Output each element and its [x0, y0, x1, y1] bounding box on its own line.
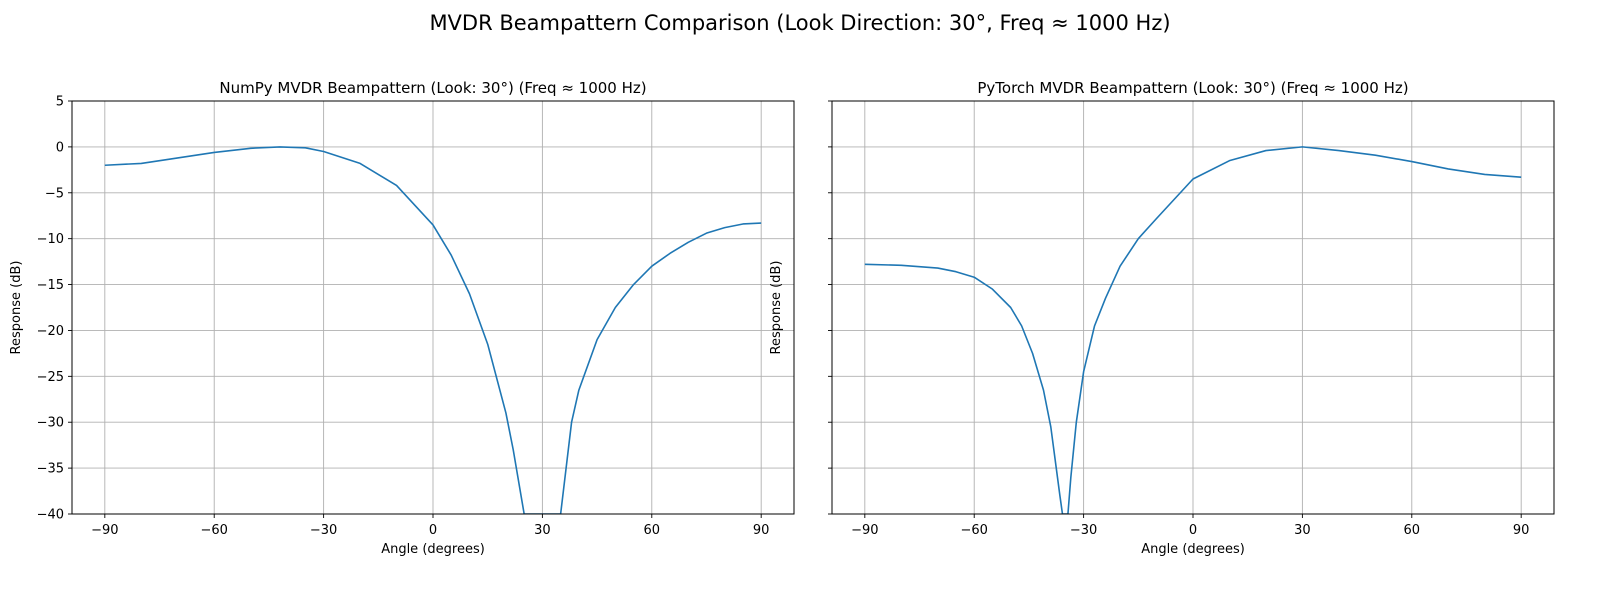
y-tick-label: −20 — [37, 324, 64, 339]
x-tick-label: 90 — [753, 523, 770, 538]
x-tick-label: −60 — [200, 523, 227, 538]
figure-suptitle: MVDR Beampattern Comparison (Look Direct… — [429, 11, 1170, 35]
x-tick-label: 30 — [1294, 523, 1311, 538]
y-tick-label: 5 — [56, 95, 64, 110]
x-tick-label: −30 — [1070, 523, 1097, 538]
x-tick-label: 60 — [1404, 523, 1421, 538]
x-tick-label: 0 — [1189, 523, 1197, 538]
panel-title: PyTorch MVDR Beampattern (Look: 30°) (Fr… — [977, 79, 1408, 97]
tick-marks: −90 −60 −30 0 30 60 90 5 0 −5 −10 −15 −20 −25 −30 −35 −4… — [37, 95, 770, 539]
y-tick-label: −15 — [37, 278, 64, 293]
x-tick-label: −90 — [851, 523, 878, 538]
x-tick-label: 30 — [534, 523, 551, 538]
x-tick-label: −30 — [310, 523, 337, 538]
series-line — [104, 146, 762, 514]
x-tick-label: 90 — [1513, 523, 1530, 538]
tick-marks: −90 −60 −30 0 30 60 90 — [828, 100, 1530, 538]
y-tick-label: −10 — [37, 232, 64, 247]
y-tick-label: −25 — [37, 370, 64, 385]
y-tick-label: −40 — [37, 508, 64, 523]
grid-lines — [832, 100, 1554, 515]
plot-area — [104, 146, 762, 514]
x-tick-label: −90 — [91, 523, 118, 538]
y-tick-label: −30 — [37, 416, 64, 431]
x-tick-label: 60 — [644, 523, 661, 538]
pytorch-beampattern-panel: −90 −60 −30 0 30 60 90 PyTorch MVDR Beampatter… — [769, 79, 1555, 557]
x-tick-label: −60 — [960, 523, 987, 538]
x-tick-label: 0 — [429, 523, 437, 538]
y-tick-label: 0 — [56, 140, 64, 155]
numpy-beampattern-panel: −90 −60 −30 0 30 60 90 5 0 −5 −10 −15 −20 −25 −30 −35 −4… — [9, 79, 795, 557]
y-tick-label: −5 — [45, 186, 64, 201]
grid-lines — [72, 100, 794, 515]
y-axis-label: Response (dB) — [9, 261, 24, 355]
series-line — [864, 146, 1522, 514]
y-tick-label: −35 — [37, 462, 64, 477]
x-axis-label: Angle (degrees) — [381, 542, 485, 557]
panel-title: NumPy MVDR Beampattern (Look: 30°) (Freq… — [219, 79, 646, 97]
y-axis-label: Response (dB) — [769, 261, 784, 355]
plot-area — [864, 146, 1522, 514]
x-axis-label: Angle (degrees) — [1141, 542, 1245, 557]
